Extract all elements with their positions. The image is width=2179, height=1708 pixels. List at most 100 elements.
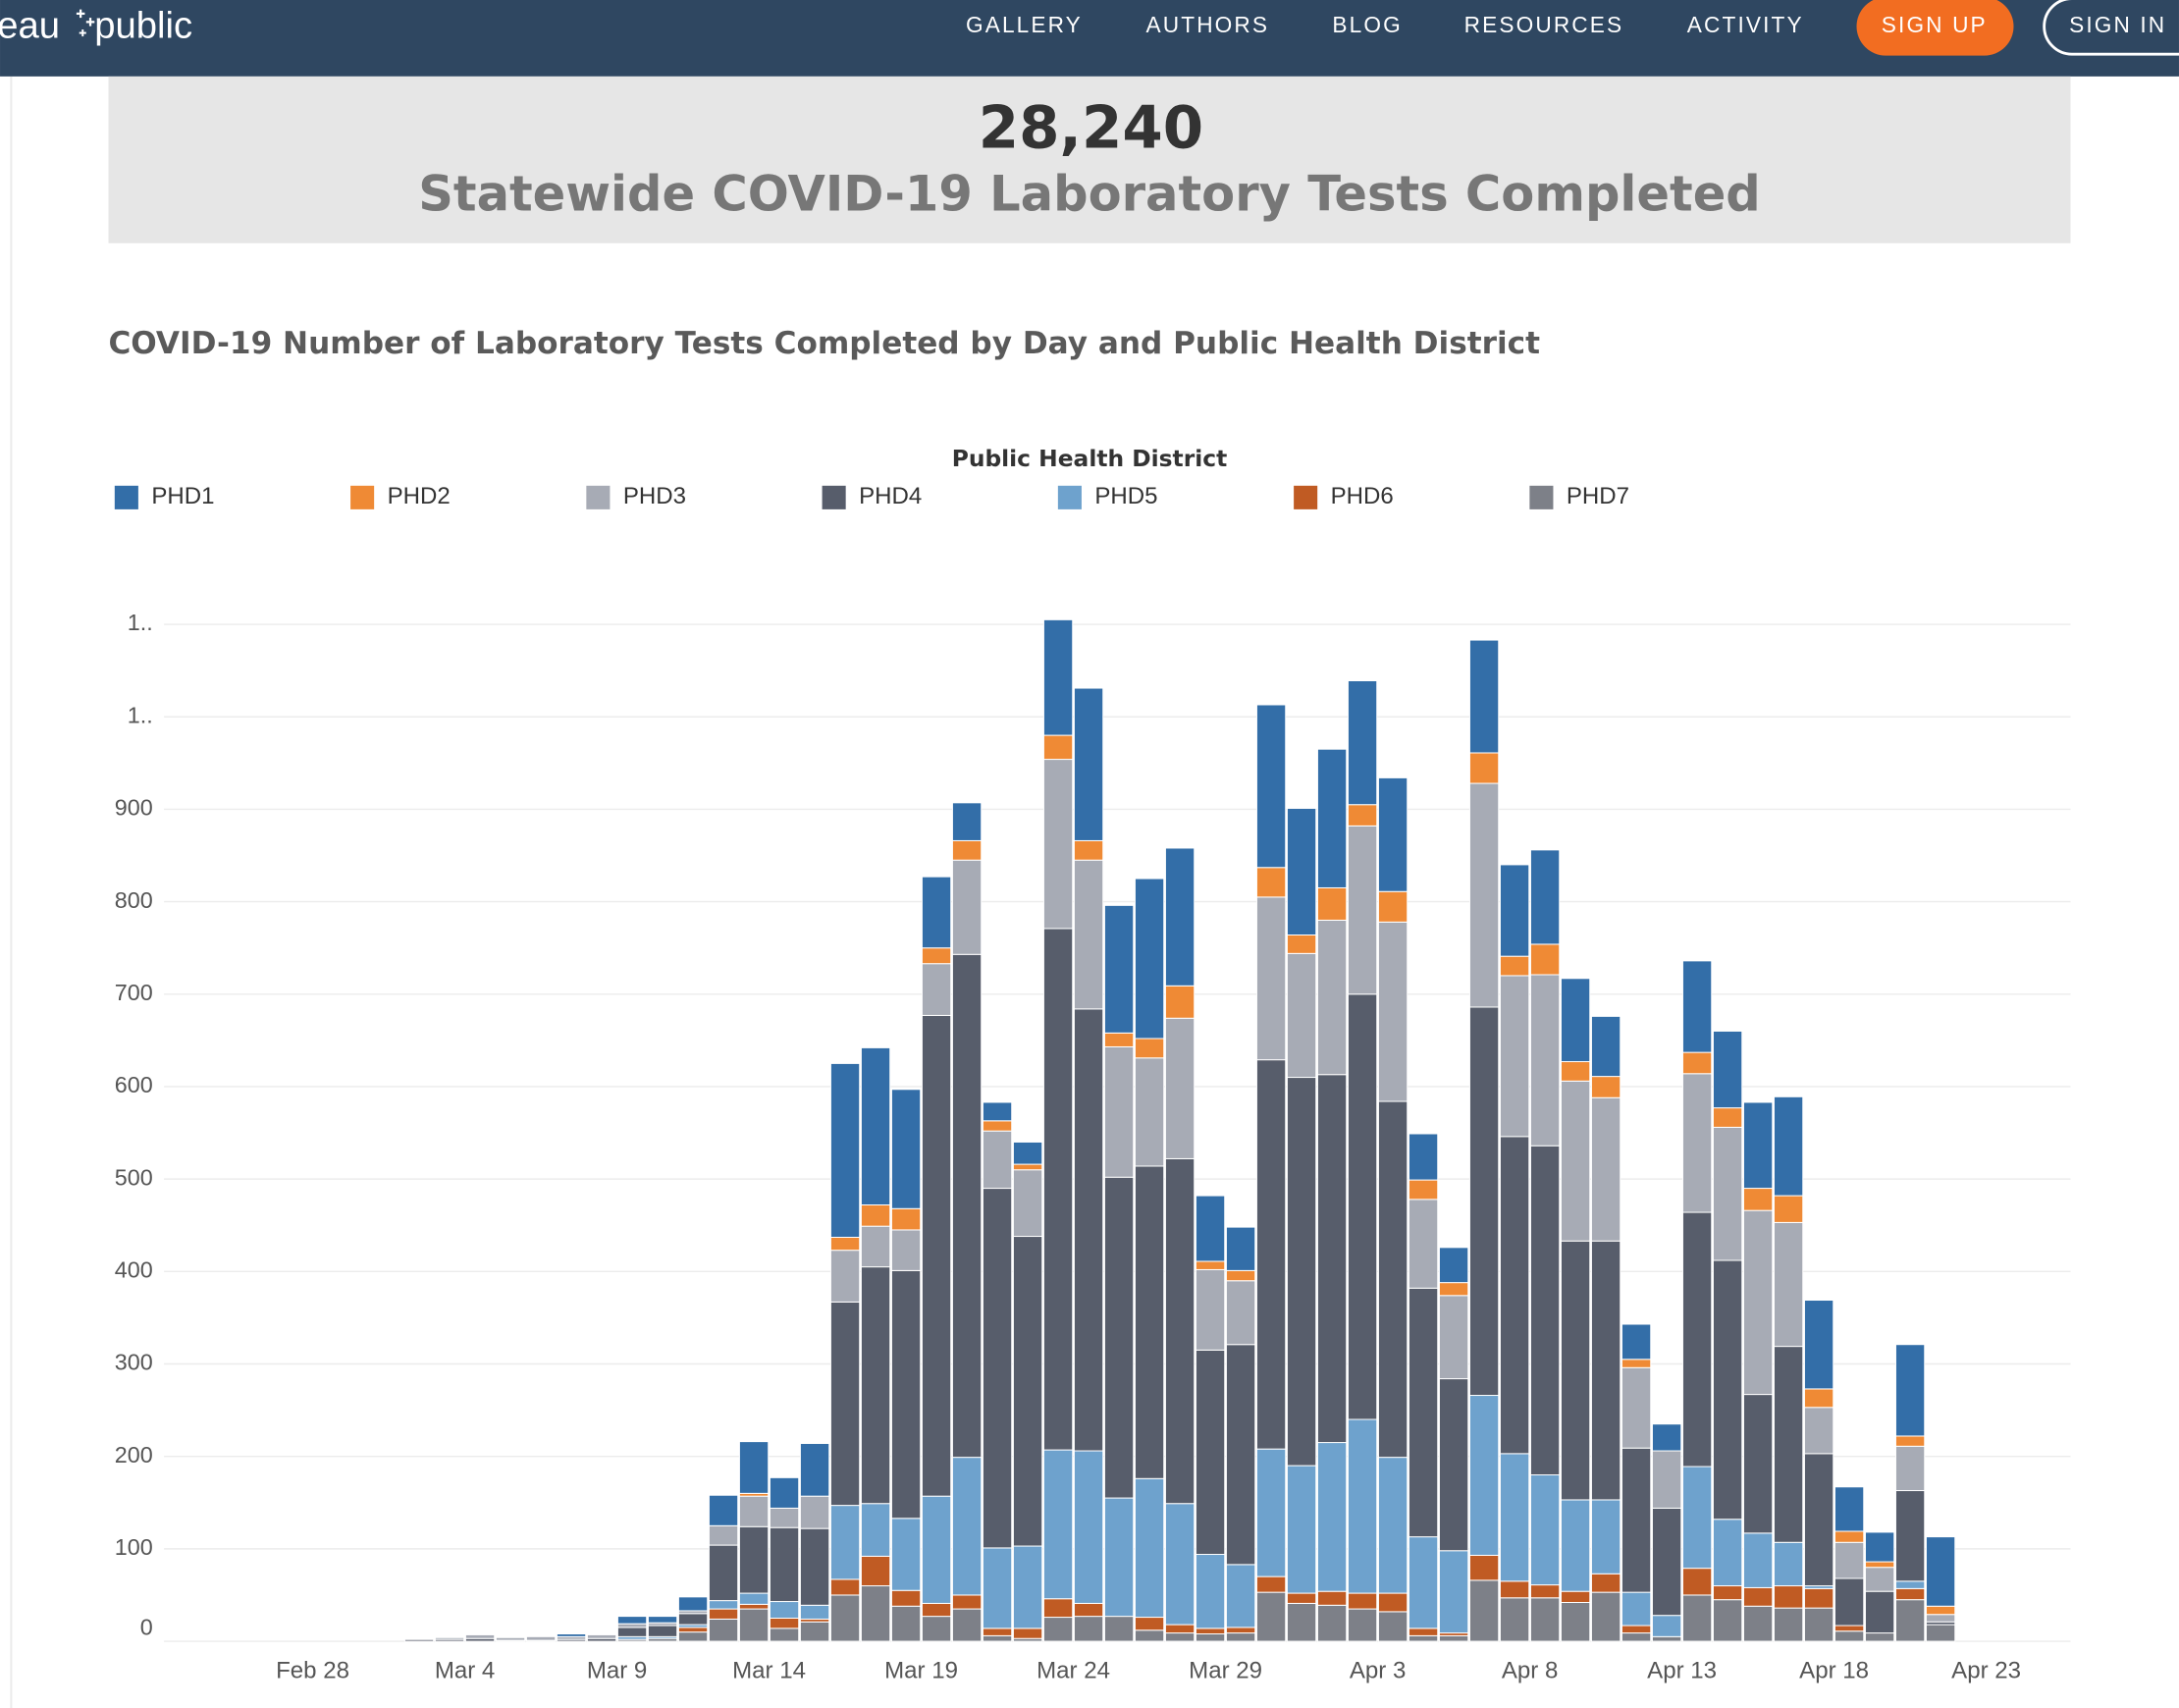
bar-segment[interactable] — [525, 1635, 557, 1641]
bar-segment[interactable] — [1438, 1282, 1469, 1297]
bar-segment[interactable] — [1621, 1366, 1652, 1449]
bar-segment[interactable] — [1073, 687, 1104, 841]
bar-segment[interactable] — [1529, 1145, 1561, 1476]
bar-segment[interactable] — [1529, 849, 1561, 945]
bar-segment[interactable] — [1803, 1587, 1834, 1609]
bar-segment[interactable] — [1560, 1061, 1591, 1082]
bar-segment[interactable] — [1499, 1597, 1530, 1642]
bar-segment[interactable] — [1195, 1633, 1226, 1642]
bar-segment[interactable] — [1316, 748, 1348, 888]
bar-segment[interactable] — [1681, 1073, 1713, 1213]
bar-segment[interactable] — [1012, 1163, 1043, 1171]
bar-segment[interactable] — [1103, 1032, 1135, 1047]
bar-segment[interactable] — [1134, 1165, 1165, 1479]
bar-segment[interactable] — [1529, 1597, 1561, 1642]
bar-segment[interactable] — [829, 1301, 861, 1507]
bar-segment[interactable] — [1560, 1240, 1591, 1501]
bar-segment[interactable] — [1499, 1136, 1530, 1455]
bar-segment[interactable] — [1286, 1465, 1317, 1594]
bar-segment[interactable] — [982, 1188, 1013, 1549]
bar-segment[interactable] — [1408, 1634, 1439, 1642]
bar-segment[interactable] — [1195, 1554, 1226, 1629]
bar-segment[interactable] — [1529, 943, 1561, 976]
bar-segment[interactable] — [860, 1503, 891, 1557]
legend-label[interactable]: PHD2 — [388, 483, 451, 509]
bar-segment[interactable] — [1255, 867, 1287, 898]
bar-segment[interactable] — [556, 1633, 587, 1637]
bar-segment[interactable] — [1499, 864, 1530, 957]
bar-segment[interactable] — [1651, 1450, 1682, 1509]
bar-segment[interactable] — [1864, 1632, 1895, 1642]
bar-segment[interactable] — [799, 1527, 830, 1606]
bar-segment[interactable] — [799, 1443, 830, 1497]
bar-segment[interactable] — [616, 1616, 648, 1625]
legend-label[interactable]: PHD5 — [1094, 483, 1157, 509]
bar-segment[interactable] — [1408, 1179, 1439, 1201]
bar-segment[interactable] — [1377, 921, 1408, 1102]
bar-segment[interactable] — [1408, 1628, 1439, 1636]
bar-segment[interactable] — [1773, 1346, 1804, 1543]
bar-segment[interactable] — [1834, 1577, 1865, 1627]
bar-segment[interactable] — [769, 1507, 800, 1528]
bar-segment[interactable] — [1012, 1628, 1043, 1639]
bar-segment[interactable] — [1529, 974, 1561, 1147]
bar-segment[interactable] — [1803, 1453, 1834, 1587]
bar-segment[interactable] — [951, 1594, 983, 1610]
bar-segment[interactable] — [1742, 1209, 1774, 1396]
bar-segment[interactable] — [1621, 1632, 1652, 1642]
bar-segment[interactable] — [1042, 759, 1074, 930]
bar-segment[interactable] — [1712, 1519, 1743, 1587]
bar-segment[interactable] — [1286, 934, 1317, 954]
bar-segment[interactable] — [495, 1636, 526, 1641]
bar-segment[interactable] — [1925, 1605, 1956, 1616]
bar-segment[interactable] — [921, 1616, 952, 1642]
bar-segment[interactable] — [1103, 1616, 1135, 1642]
bar-segment[interactable] — [1560, 1601, 1591, 1642]
bar-segment[interactable] — [1468, 752, 1500, 784]
bar-segment[interactable] — [647, 1616, 678, 1624]
bar-segment[interactable] — [921, 947, 952, 965]
bar-segment[interactable] — [1773, 1541, 1804, 1587]
bar-segment[interactable] — [951, 1457, 983, 1596]
bar-segment[interactable] — [1164, 1017, 1196, 1159]
bar-segment[interactable] — [1803, 1300, 1834, 1390]
legend-swatch[interactable] — [348, 484, 376, 511]
bar-segment[interactable] — [1438, 1247, 1469, 1284]
bar-segment[interactable] — [1164, 1632, 1196, 1642]
bar-segment[interactable] — [1773, 1095, 1804, 1197]
sign-up-label[interactable]: SIGN UP — [1882, 12, 1988, 37]
bar-segment[interactable] — [738, 1441, 770, 1494]
bar-segment[interactable] — [1012, 1141, 1043, 1165]
bar-segment[interactable] — [1925, 1614, 1956, 1623]
bar-segment[interactable] — [1712, 1259, 1743, 1521]
bar-segment[interactable] — [1773, 1195, 1804, 1223]
bar-segment[interactable] — [1134, 1617, 1165, 1631]
bar-segment[interactable] — [1073, 1602, 1104, 1618]
bar-segment[interactable] — [799, 1604, 830, 1620]
bar-segment[interactable] — [1712, 1599, 1743, 1642]
bar-segment[interactable] — [1377, 1100, 1408, 1459]
bar-segment[interactable] — [1621, 1625, 1652, 1634]
bar-segment[interactable] — [921, 963, 952, 1016]
bar-segment[interactable] — [1347, 804, 1378, 827]
bar-segment[interactable] — [1651, 1507, 1682, 1617]
bar-segment[interactable] — [1621, 1359, 1652, 1368]
bar-segment[interactable] — [1468, 1006, 1500, 1397]
bar-segment[interactable] — [1377, 1611, 1408, 1642]
bar-segment[interactable] — [1042, 1598, 1074, 1619]
bar-segment[interactable] — [1408, 1287, 1439, 1538]
bar-segment[interactable] — [1316, 1590, 1348, 1606]
bar-segment[interactable] — [1347, 993, 1378, 1420]
bar-segment[interactable] — [890, 1089, 922, 1209]
nav-link[interactable]: ACTIVITY — [1687, 12, 1804, 37]
bar-segment[interactable] — [829, 1578, 861, 1596]
bar-segment[interactable] — [708, 1544, 739, 1602]
bar-segment[interactable] — [1651, 1615, 1682, 1637]
bar-segment[interactable] — [1499, 1453, 1530, 1582]
bar-segment[interactable] — [1134, 1038, 1165, 1059]
bar-segment[interactable] — [1712, 1585, 1743, 1601]
bar-segment[interactable] — [1042, 618, 1074, 736]
bar-segment[interactable] — [1103, 1045, 1135, 1178]
bar-segment[interactable] — [1621, 1323, 1652, 1361]
bar-segment[interactable] — [1681, 1211, 1713, 1468]
